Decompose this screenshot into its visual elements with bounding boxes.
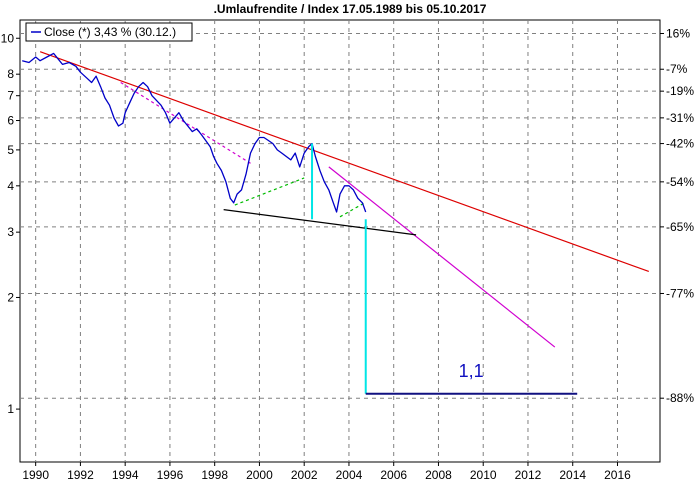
- legend-label: Close (*) 3,43 % (30.12.): [44, 25, 176, 39]
- y-tick-label-left: 3: [7, 225, 14, 239]
- trend-line: [234, 177, 305, 206]
- x-tick-label: 1990: [22, 468, 49, 482]
- trend-line: [328, 166, 556, 348]
- y-tick-label-left: 5: [7, 143, 14, 157]
- y-tick-label-right: 16%: [666, 26, 690, 40]
- x-tick-label: 2006: [380, 468, 407, 482]
- y-tick-label-left: 10: [1, 31, 15, 45]
- x-tick-label: 2000: [246, 468, 273, 482]
- trend-line: [223, 209, 417, 236]
- x-tick-label: 1992: [67, 468, 94, 482]
- y-axis-left: 10 8 7 6 5 4 3 2 1: [1, 31, 20, 416]
- trend-line: [339, 202, 365, 218]
- x-axis: 1990 1992 1994 1996 1998 2000 2002 2004 2006 2008…: [22, 462, 631, 482]
- y-tick-label-right: -7%: [666, 62, 688, 76]
- x-tick-label: 1998: [201, 468, 228, 482]
- y-tick-label-right: -19%: [666, 84, 694, 98]
- y-tick-label-right: -31%: [666, 111, 694, 125]
- chart-title: .Umlaufrendite / Index 17.05.1989 bis 05…: [214, 2, 487, 16]
- legend-box: [25, 22, 193, 42]
- y-tick-label-left: 7: [7, 89, 14, 103]
- y-tick-label-left: 8: [7, 67, 14, 81]
- y-tick-label-right: -42%: [666, 137, 694, 151]
- x-tick-label: 2004: [336, 468, 363, 482]
- x-tick-label: 2008: [425, 468, 452, 482]
- annotation-label: 1,1: [459, 361, 484, 381]
- y-tick-label-left: 6: [7, 114, 14, 128]
- x-tick-label: 2002: [291, 468, 318, 482]
- y-tick-label-right: -65%: [666, 220, 694, 234]
- trend-line: [120, 81, 251, 164]
- series-group: [22, 52, 367, 213]
- trend-line: [39, 51, 650, 273]
- y-tick-label-right: -88%: [666, 391, 694, 405]
- trend-lines: [39, 51, 650, 348]
- marker-lines: [311, 143, 578, 395]
- legend: Close (*) 3,43 % (30.12.): [25, 22, 193, 42]
- x-tick-label: 2016: [604, 468, 631, 482]
- y-tick-label-right: -54%: [666, 175, 694, 189]
- y-tick-label-left: 2: [7, 290, 14, 304]
- series-line-close: [22, 52, 367, 213]
- x-tick-label: 2014: [559, 468, 586, 482]
- x-tick-label: 2012: [515, 468, 542, 482]
- x-tick-label: 1996: [157, 468, 184, 482]
- x-tick-label: 2010: [470, 468, 497, 482]
- y-tick-label-left: 4: [7, 179, 14, 193]
- y-tick-label-right: -77%: [666, 286, 694, 300]
- x-tick-label: 1994: [112, 468, 139, 482]
- plot-area: [19, 19, 661, 463]
- y-tick-label-left: 1: [7, 402, 14, 416]
- y-axis-right: 16% -7% -19% -31% -42% -54% -65% -77% -88%: [660, 26, 694, 405]
